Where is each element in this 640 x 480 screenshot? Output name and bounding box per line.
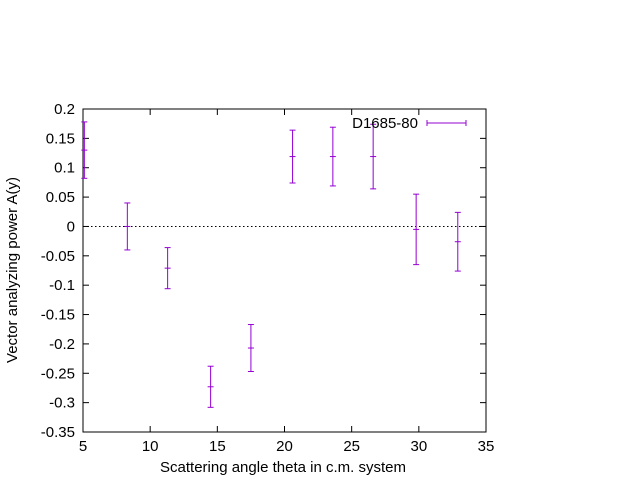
x-tick-label: 35 xyxy=(478,438,495,455)
x-axis-label: Scattering angle theta in c.m. system xyxy=(160,459,406,476)
legend-label: D1685-80 xyxy=(352,115,418,132)
data-point xyxy=(289,129,296,184)
y-tick-label: -0.1 xyxy=(49,277,75,294)
y-tick-label: 0.1 xyxy=(54,160,75,177)
y-tick-label: -0.2 xyxy=(49,336,75,353)
data-point xyxy=(413,193,420,266)
y-axis-ticks: 0.2 0.15 0.1 0.05 0 -0.05 -0.1 -0.15 -0.2 -0.25 -0… xyxy=(41,101,486,441)
legend-sample xyxy=(426,120,467,126)
data-point xyxy=(164,247,171,290)
y-tick-label: -0.15 xyxy=(41,307,75,324)
y-tick-label: -0.35 xyxy=(41,424,75,441)
data-point xyxy=(454,211,461,272)
x-tick-label: 25 xyxy=(343,438,360,455)
y-tick-label: 0 xyxy=(67,218,75,235)
y-axis-label: Vector analyzing power A(y) xyxy=(4,177,21,363)
data-point xyxy=(247,324,254,373)
y-tick-label: -0.25 xyxy=(41,365,75,382)
data-point xyxy=(81,121,88,179)
x-tick-label: 15 xyxy=(209,438,226,455)
legend: D1685-80 xyxy=(352,115,467,132)
data-point xyxy=(329,126,336,187)
data-point xyxy=(370,123,377,190)
plot-border xyxy=(82,108,487,433)
y-tick-label: -0.3 xyxy=(49,395,75,412)
x-tick-label: 20 xyxy=(276,438,293,455)
plot-frame xyxy=(82,108,487,433)
data-series xyxy=(81,121,461,408)
y-tick-label: 0.2 xyxy=(54,101,75,118)
x-tick-label: 30 xyxy=(410,438,427,455)
data-point xyxy=(124,202,131,251)
x-tick-label: 10 xyxy=(142,438,159,455)
y-tick-label: 0.15 xyxy=(46,130,75,147)
data-point xyxy=(207,365,214,408)
x-axis-ticks: 5 10 15 20 25 30 35 xyxy=(79,109,495,455)
y-tick-label: 0.05 xyxy=(46,189,75,206)
y-tick-label: -0.05 xyxy=(41,248,75,265)
x-tick-label: 5 xyxy=(79,438,87,455)
